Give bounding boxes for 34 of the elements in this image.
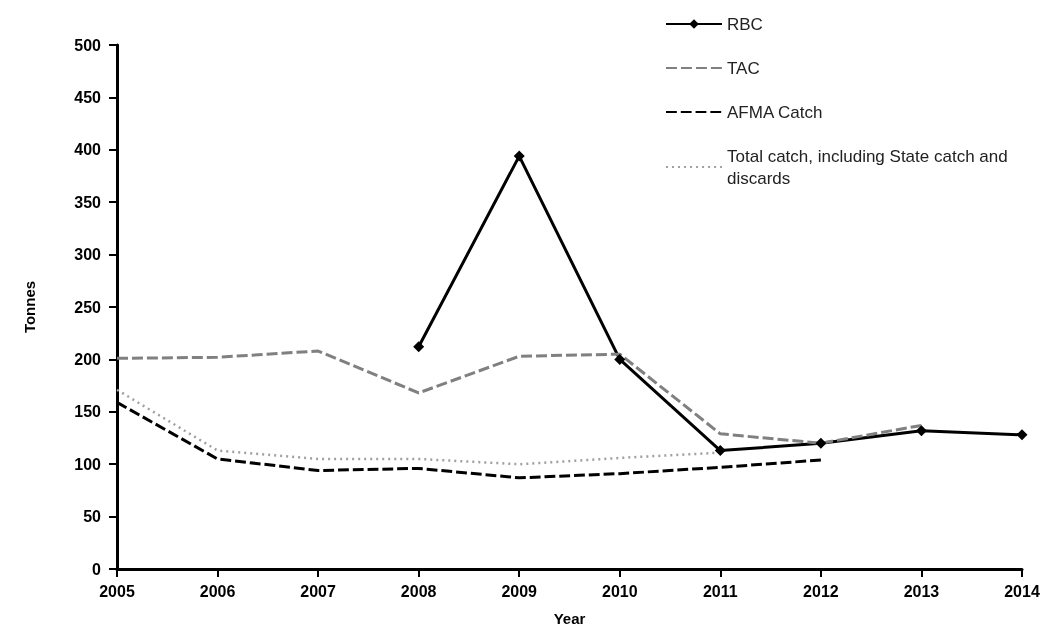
y-tick-label: 450 [74, 88, 102, 106]
x-tick-label: 2013 [903, 582, 940, 600]
x-tick-label: 2014 [1004, 582, 1040, 600]
x-tick-label: 2011 [702, 582, 738, 600]
x-tick-label: 2005 [99, 582, 135, 600]
y-tick-label: 0 [92, 560, 102, 578]
y-axis-title: Tonnes [21, 280, 38, 334]
point [513, 150, 525, 162]
x-tick-label: 2009 [501, 582, 538, 600]
x-tick-label: 2008 [400, 582, 437, 600]
y-tick-label: 350 [74, 193, 102, 211]
legend-label: Total catch, including State catch and discards [727, 146, 1013, 188]
y-tick-label: 200 [74, 350, 102, 368]
legend-label: TAC [727, 58, 760, 78]
y-tick-label: 250 [74, 298, 102, 316]
point [413, 341, 425, 353]
point [915, 425, 927, 437]
x-tick-label: 2010 [601, 582, 638, 600]
y-tick-label: 300 [74, 246, 102, 264]
x-tick-label: 2007 [300, 582, 337, 600]
point [714, 445, 726, 457]
y-tick-label: 500 [74, 36, 102, 54]
y-tick-label: 50 [83, 508, 102, 526]
x-axis-title: Year [553, 610, 586, 627]
legend-label: AFMA Catch [727, 102, 823, 122]
legend-label: RBC [727, 14, 763, 34]
point [1016, 429, 1028, 441]
point [815, 437, 827, 449]
y-tick-label: 100 [74, 455, 102, 473]
y-tick-label: 150 [74, 403, 102, 421]
point [614, 353, 626, 365]
x-tick-label: 2012 [803, 582, 839, 600]
y-tick-label: 400 [74, 141, 102, 159]
x-tick-label: 2006 [199, 582, 236, 600]
